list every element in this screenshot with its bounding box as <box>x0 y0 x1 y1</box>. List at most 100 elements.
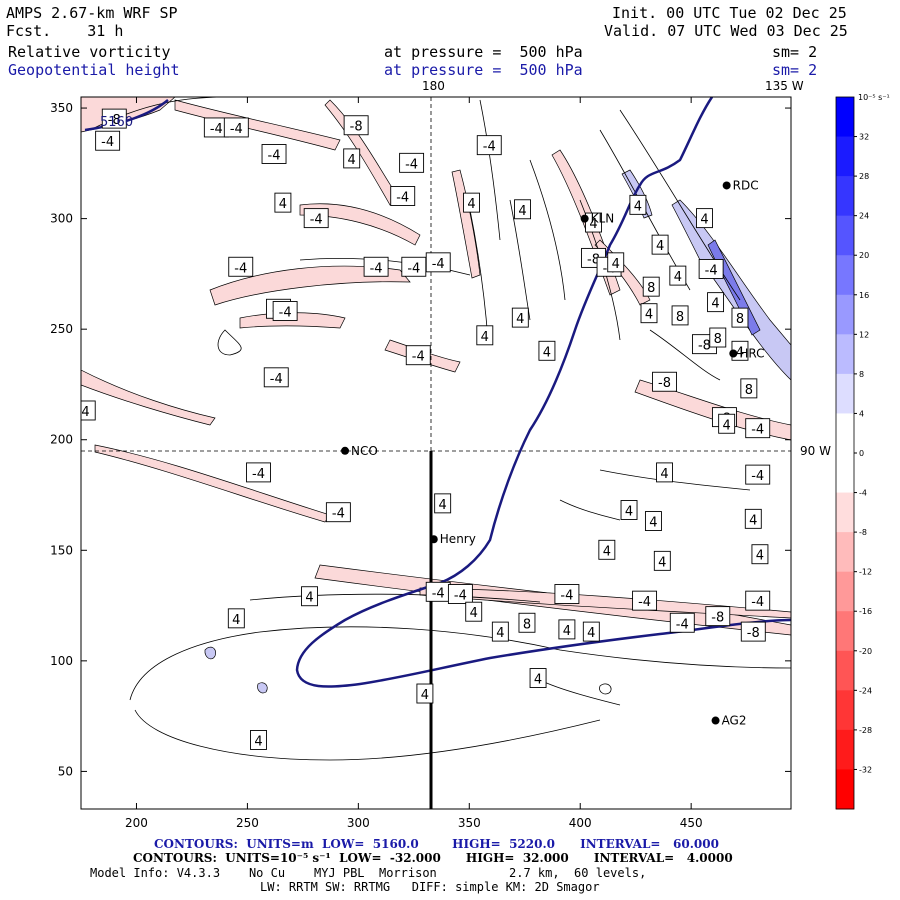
contour-label: 4 <box>421 688 429 703</box>
contour-label-box <box>49 374 73 393</box>
footer-vorticity-contours: CONTOURS: UNITS=10⁻⁵ s⁻¹ LOW= -32.000 HI… <box>133 851 733 865</box>
contour-label-box <box>263 367 289 388</box>
contour-label: 4 <box>563 624 571 639</box>
colorbar-swatch <box>836 492 854 533</box>
contour-label: 4 <box>658 555 666 570</box>
station-marker <box>341 446 350 455</box>
station-label: HRC <box>739 346 764 360</box>
contour-label: -4 <box>310 213 323 228</box>
smoothing-2: sm= 2 <box>772 61 818 79</box>
colorbar-swatch <box>836 413 854 454</box>
contour-label: -4 <box>77 405 90 420</box>
contour-label: 8 <box>676 310 684 325</box>
station-marker <box>729 349 738 358</box>
contour-label-box <box>228 256 254 277</box>
contour-label-box <box>491 621 509 642</box>
colorbar-label: -32 <box>859 765 872 774</box>
contour-label-box <box>434 493 452 514</box>
contour-label-box <box>363 256 389 277</box>
contour-label: -4 <box>332 507 345 522</box>
contour-label-box <box>301 586 318 607</box>
contour-label-box <box>751 544 769 565</box>
colorbar-label: 12 <box>859 330 869 339</box>
contour-label-box <box>632 590 658 611</box>
colorbar-swatch <box>836 769 854 810</box>
height-contour-5160 <box>84 99 169 132</box>
colorbar: 32 28 24 20 16 12 8 4 0 -4 -8 -12 -16 -20 -24 -28 -32 <box>835 96 872 810</box>
contour-label-box <box>718 413 736 434</box>
footer-physics: LW: RRTM SW: RRTMG DIFF: simple KM: 2D S… <box>260 880 600 894</box>
contour-label-box <box>745 418 771 439</box>
colorbar-label: -28 <box>859 726 872 735</box>
contour-label-box <box>698 259 724 279</box>
contour-label-box <box>554 584 580 604</box>
colorbar-swatch <box>836 453 854 494</box>
contour-label: -8 <box>108 113 121 128</box>
contour-label: -4 <box>454 589 467 604</box>
colorbar-label: -8 <box>859 528 867 537</box>
vorticity-band <box>94 444 331 523</box>
vorticity-band <box>299 203 421 246</box>
station-marker <box>711 716 720 725</box>
contour-label: -4 <box>705 263 718 278</box>
contour-label-box <box>740 378 758 399</box>
contour-label: -4 <box>412 350 425 365</box>
contour-label: -8 <box>350 120 363 135</box>
contour-label-box <box>95 130 121 151</box>
colorbar-label: -4 <box>859 489 867 498</box>
height-contour-label: 5160 <box>100 115 133 130</box>
contour-label: 8 <box>745 383 753 398</box>
lat-label-90w: 90 W <box>800 444 831 458</box>
contour-label: 4 <box>700 213 708 228</box>
footer-height-low: CONTOURS: UNITS=m LOW= 5160.0 <box>154 837 419 851</box>
footer-vort-low: CONTOURS: UNITS=10⁻⁵ s⁻¹ LOW= -32.000 <box>133 851 441 865</box>
contour-label: -4 <box>407 261 420 276</box>
contour-label: -4 <box>483 140 496 155</box>
colorbar-swatch <box>836 97 854 138</box>
colorbar-swatch <box>836 532 854 573</box>
colorbar-label: -24 <box>859 686 872 695</box>
contour-label: -4 <box>751 469 764 484</box>
colorbar-label: 0 <box>859 449 864 458</box>
colorbar-swatch <box>836 611 854 652</box>
x-tick-label: 400 <box>569 816 592 830</box>
contour-label: 4 <box>612 257 620 272</box>
contour-label: -8 <box>698 339 711 354</box>
contour-label-box <box>705 606 731 627</box>
colorbar-label: 16 <box>859 291 869 300</box>
smoothing-1: sm= 2 <box>772 43 818 61</box>
field-vorticity: Relative vorticity <box>8 43 171 61</box>
x-tick-label: 200 <box>125 816 148 830</box>
colorbar-swatch <box>836 729 854 770</box>
pressure-level-2: at pressure = 500 hPa <box>384 61 583 79</box>
contour-label-box <box>465 601 483 622</box>
colorbar-label: -16 <box>859 607 872 616</box>
colorbar-swatch <box>836 690 854 731</box>
contour-label-box <box>558 619 576 640</box>
contour-label-box <box>629 194 647 215</box>
contour-label: 4 <box>634 199 642 214</box>
contour-label: 4 <box>723 418 731 433</box>
y-tick-label: 100 <box>50 654 73 668</box>
contour-label-box <box>476 325 494 346</box>
contour-label-box <box>642 276 660 297</box>
station-marker <box>580 214 589 223</box>
contour-label-box <box>582 621 600 642</box>
colorbar-label: 4 <box>859 409 864 418</box>
contour-label: -4 <box>370 261 383 276</box>
contour-label: -4 <box>279 305 292 320</box>
fcst-label: Fcst. <box>6 22 52 40</box>
contour-line <box>539 679 621 706</box>
contour-label: 4 <box>48 445 56 460</box>
contour-line <box>649 329 721 381</box>
plot-frame <box>80 96 792 810</box>
vorticity-band <box>81 369 216 426</box>
contour-label: -8 <box>747 626 760 641</box>
contour-label-box <box>274 192 292 213</box>
colorbar-swatch <box>836 294 854 335</box>
colorbar-label: -20 <box>859 647 872 656</box>
contour-label-box <box>325 502 351 523</box>
contour-label: -4 <box>230 122 243 137</box>
contour-label-box <box>476 135 502 156</box>
vorticity-band <box>209 265 411 306</box>
